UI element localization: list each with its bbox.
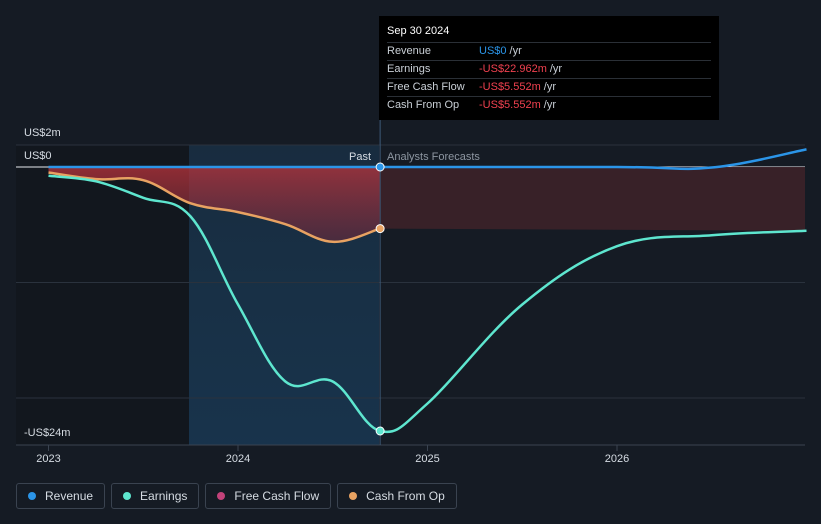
revenue-marker [375, 162, 385, 172]
x-axis: 2023 2024 2025 2026 [36, 445, 629, 465]
tooltip-unit: /yr [543, 99, 556, 111]
x-tick-label: 2025 [415, 453, 439, 465]
chart-lines [48, 148, 807, 434]
x-tick-label: 2026 [605, 453, 629, 465]
chart: US$2m US$0 -US$24m Past Analysts Forecas… [16, 95, 807, 465]
legend-dot-icon [217, 492, 226, 500]
tooltip-value: -US$5.552m [479, 99, 541, 111]
tooltip-value: US$0 [479, 45, 507, 57]
free-cash-flow-area [48, 167, 381, 242]
y-tick-label-bottom: -US$24m [24, 427, 70, 439]
legend-label: Free Cash Flow [234, 489, 320, 503]
forecast-label: Analysts Forecasts [387, 151, 480, 163]
legend: Revenue Earnings Free Cash Flow Cash Fro… [16, 483, 457, 509]
legend-item-cash-from-op[interactable]: Cash From Op [337, 483, 457, 509]
cash-from-op-line [48, 171, 381, 244]
y-tick-label-zero: US$0 [24, 150, 52, 162]
tooltip-label: Free Cash Flow [387, 81, 465, 93]
forecast-area [380, 167, 805, 231]
tooltip-value: -US$5.552m [479, 81, 541, 93]
cash-from-op-marker [375, 224, 385, 234]
tooltip-unit: /yr [509, 45, 522, 57]
legend-item-revenue[interactable]: Revenue [16, 483, 106, 509]
tooltip-row-revenue: Revenue US$0 /yr [387, 43, 711, 61]
chart-areas [48, 95, 805, 445]
legend-label: Cash From Op [366, 489, 445, 503]
tooltip-row-cash-from-op: Cash From Op -US$5.552m /yr [387, 97, 711, 114]
tooltip-label: Earnings [387, 63, 431, 75]
chart-markers [375, 162, 385, 436]
x-tick-label: 2024 [226, 453, 250, 465]
revenue-line [48, 148, 807, 171]
tooltip-date: Sep 30 2024 [387, 22, 711, 43]
past-label: Past [349, 151, 371, 163]
legend-item-free-cash-flow[interactable]: Free Cash Flow [205, 483, 332, 509]
tooltip: Sep 30 2024 Revenue US$0 /yr Earnings -U… [379, 16, 719, 120]
x-tick-label: 2023 [36, 453, 60, 465]
tooltip-label: Revenue [387, 45, 432, 57]
tooltip-row-free-cash-flow: Free Cash Flow -US$5.552m /yr [387, 79, 711, 97]
tooltip-unit: /yr [549, 63, 563, 75]
tooltip-value: -US$22.962m [479, 63, 547, 75]
legend-dot-icon [28, 492, 36, 500]
legend-label: Revenue [45, 489, 94, 503]
legend-dot-icon [123, 492, 132, 500]
legend-dot-icon [349, 492, 358, 500]
earnings-line [48, 174, 807, 434]
tooltip-unit: /yr [543, 81, 556, 93]
tooltip-row-earnings: Earnings -US$22.962m /yr [387, 61, 711, 79]
earnings-marker [375, 426, 385, 436]
y-tick-label-top: US$2m [24, 127, 61, 139]
legend-label: Earnings [140, 489, 188, 503]
tooltip-label: Cash From Op [387, 99, 460, 111]
legend-item-earnings[interactable]: Earnings [111, 483, 200, 509]
past-background [16, 145, 189, 445]
